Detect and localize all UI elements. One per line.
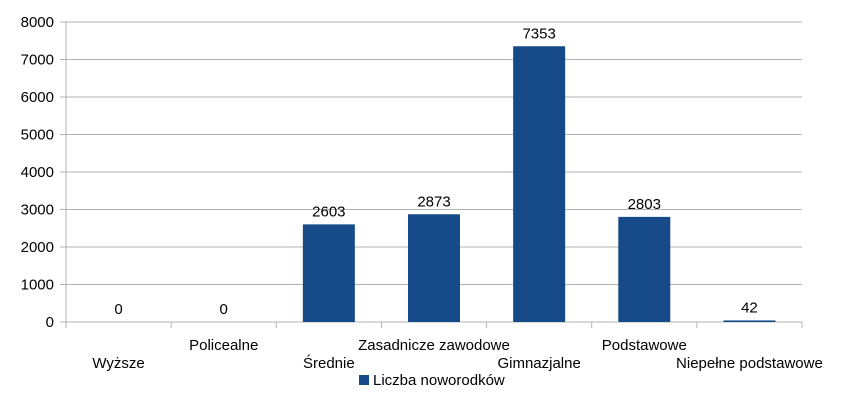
- x-category-label: Średnie: [303, 354, 355, 372]
- bar: [408, 214, 460, 322]
- legend-swatch: [359, 375, 369, 385]
- data-label: 2873: [417, 193, 450, 210]
- x-category-label: Wyższe: [92, 355, 144, 372]
- bar: [302, 224, 355, 322]
- x-category-label: Niepełne podstawowe: [676, 355, 823, 372]
- y-tick-label: 5000: [21, 127, 54, 144]
- y-tick-label: 0: [46, 314, 54, 331]
- data-label: 2803: [628, 196, 661, 213]
- bars: [302, 46, 776, 322]
- y-tick-label: 3000: [21, 202, 54, 219]
- data-labels: 0 0 2603 2873 7353 2803 42: [114, 25, 757, 318]
- data-label: 0: [114, 301, 122, 318]
- y-tick-label: 8000: [21, 14, 54, 31]
- y-tick-label: 7000: [21, 52, 54, 69]
- data-label: 7353: [522, 25, 555, 42]
- data-label: 0: [220, 301, 228, 318]
- bar: [723, 320, 776, 322]
- y-tick-label: 1000: [21, 277, 54, 294]
- y-tick-label: 2000: [21, 239, 54, 256]
- x-category-label: Policealne: [189, 337, 258, 354]
- bar: [618, 216, 671, 322]
- y-tick-label: 4000: [21, 164, 54, 181]
- legend-label: Liczba noworodków: [373, 372, 505, 389]
- x-category-label: Zasadnicze zawodowe: [358, 337, 510, 354]
- y-axis-ticks: 0 1000 2000 3000 4000 5000 6000 7000 8000: [21, 14, 54, 331]
- x-category-label: Podstawowe: [602, 337, 687, 354]
- y-tick-label: 6000: [21, 89, 54, 106]
- data-label: 2603: [312, 203, 345, 220]
- x-category-label: Gimnazjalne: [497, 355, 580, 372]
- legend: Liczba noworodków: [359, 372, 505, 389]
- bar: [513, 46, 566, 322]
- data-label: 42: [741, 299, 758, 316]
